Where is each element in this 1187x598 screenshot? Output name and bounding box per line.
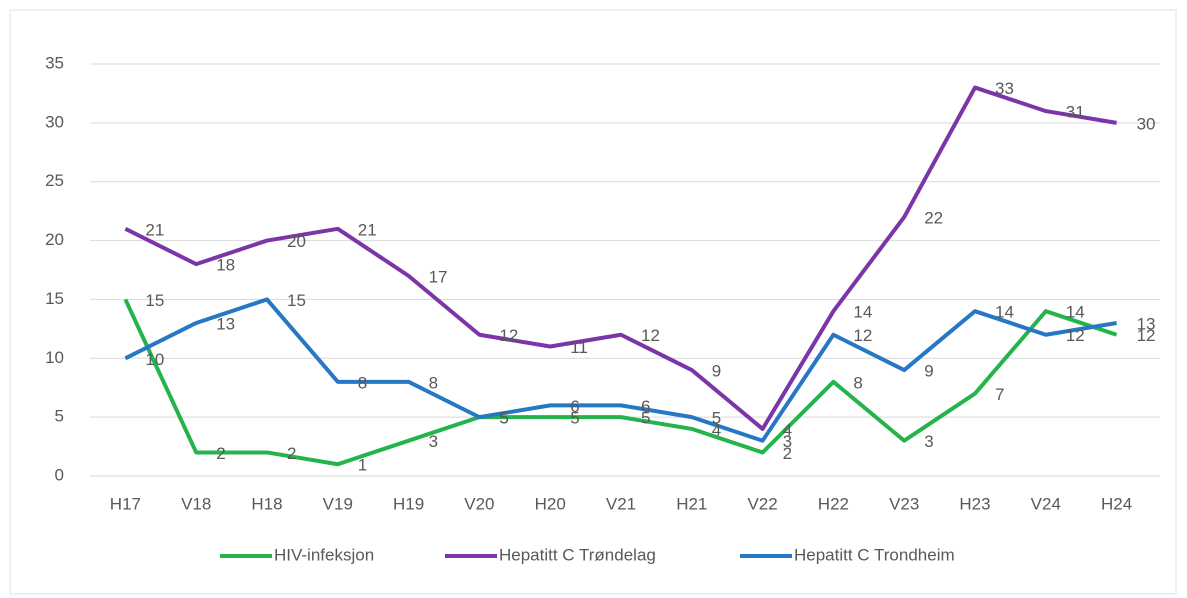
y-tick-label: 5 — [55, 407, 64, 426]
data-label: 5 — [570, 409, 579, 428]
series-line — [124, 297, 1117, 443]
data-label: 12 — [853, 326, 872, 345]
data-label: 33 — [995, 79, 1014, 98]
y-tick-label: 30 — [45, 112, 64, 131]
data-label: 4 — [712, 420, 721, 439]
data-label: 20 — [287, 232, 306, 251]
data-label: 2 — [216, 444, 225, 463]
data-label: 4 — [783, 420, 792, 439]
data-label: 15 — [287, 291, 306, 310]
data-label: 2 — [287, 444, 296, 463]
data-label: 5 — [499, 409, 508, 428]
data-label: 15 — [145, 291, 164, 310]
data-label: 12 — [1137, 326, 1156, 345]
data-label: 7 — [995, 385, 1004, 404]
data-label: 14 — [853, 303, 872, 322]
data-label: 12 — [641, 326, 660, 345]
data-label: 3 — [429, 432, 438, 451]
data-label: 8 — [358, 373, 367, 392]
data-label: 18 — [216, 256, 235, 275]
x-tick-label: H18 — [251, 494, 282, 513]
data-label: 3 — [783, 432, 792, 451]
data-label: 6 — [641, 397, 650, 416]
data-label: 6 — [570, 397, 579, 416]
data-label: 8 — [429, 373, 438, 392]
y-tick-label: 25 — [45, 171, 64, 190]
frame — [9, 9, 1177, 595]
data-label: 30 — [1137, 114, 1156, 133]
series-line — [123, 298, 1118, 467]
data-label: 11 — [570, 338, 588, 357]
x-tick-label: V20 — [464, 494, 494, 513]
x-tick-label: V19 — [323, 494, 353, 513]
x-tick-label: V18 — [181, 494, 211, 513]
data-label: 9 — [924, 362, 933, 381]
data-label: 1 — [358, 456, 367, 475]
data-label: 8 — [853, 373, 862, 392]
x-tick-label: H19 — [393, 494, 424, 513]
data-label: 21 — [145, 220, 164, 239]
y-tick-label: 10 — [45, 348, 64, 367]
y-tick-label: 15 — [45, 289, 64, 308]
y-tick-label: 20 — [45, 230, 64, 249]
x-tick-label: V22 — [747, 494, 777, 513]
legend-label: Hepatitt C Trøndelag — [499, 545, 656, 564]
legend-label: HIV-infeksjon — [274, 545, 374, 564]
data-label: 3 — [924, 432, 933, 451]
data-label: 9 — [712, 362, 721, 381]
data-label: 12 — [499, 326, 518, 345]
data-label: 2 — [783, 444, 792, 463]
data-label: 12 — [1066, 326, 1085, 345]
data-label: 13 — [216, 314, 235, 333]
data-label: 5 — [641, 409, 650, 428]
y-tick-label: 0 — [55, 465, 64, 484]
data-label: 14 — [1066, 303, 1085, 322]
data-label: 22 — [924, 209, 943, 228]
legend-label: Hepatitt C Trondheim — [794, 545, 955, 564]
data-label: 21 — [358, 220, 377, 239]
x-tick-label: V21 — [606, 494, 636, 513]
data-label: 10 — [145, 350, 164, 369]
data-label: 5 — [499, 409, 508, 428]
x-tick-label: H24 — [1101, 494, 1132, 513]
x-tick-label: V24 — [1031, 494, 1061, 513]
data-label: 31 — [1066, 103, 1085, 122]
x-tick-label: H23 — [959, 494, 990, 513]
data-label: 13 — [1137, 314, 1156, 333]
x-tick-label: H20 — [535, 494, 566, 513]
x-tick-label: H22 — [818, 494, 849, 513]
data-label: 5 — [712, 409, 721, 428]
x-tick-label: H17 — [110, 494, 141, 513]
x-tick-label: H21 — [676, 494, 707, 513]
x-tick-label: V23 — [889, 494, 919, 513]
data-label: 14 — [995, 303, 1014, 322]
series-line — [124, 85, 1117, 431]
data-label: 17 — [429, 267, 448, 286]
y-tick-label: 35 — [45, 53, 64, 72]
